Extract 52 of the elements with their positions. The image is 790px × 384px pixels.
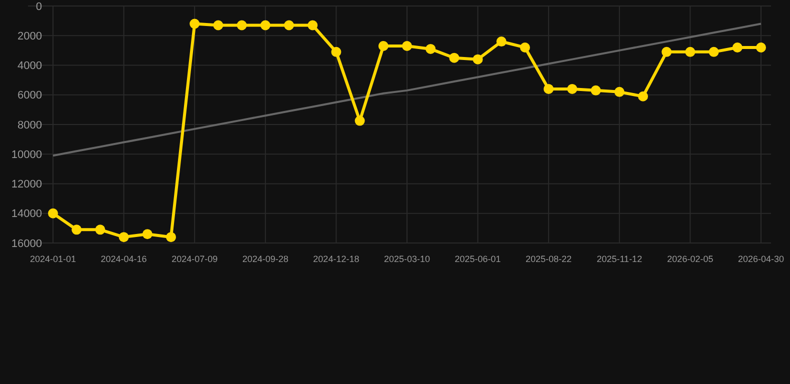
point	[590, 85, 601, 96]
x-tick-label: 2024-09-28	[242, 254, 288, 264]
y-tick-label: 16000	[11, 238, 42, 250]
point	[378, 40, 388, 51]
point	[708, 46, 719, 57]
y-tick-label: 2000	[18, 30, 42, 42]
point	[685, 46, 696, 57]
point	[72, 224, 82, 235]
point	[236, 20, 247, 30]
point	[662, 46, 672, 57]
point	[567, 84, 578, 94]
x-tick-label: 2026-02-05	[667, 254, 714, 264]
point	[520, 42, 530, 52]
y-tick-label: 0	[36, 0, 42, 13]
point	[614, 86, 624, 97]
point	[166, 232, 176, 242]
x-tick-label: 2025-06-01	[454, 254, 501, 264]
point	[638, 91, 648, 102]
y-tick-label: 12000	[11, 178, 42, 191]
y-tick-label: 14000	[11, 208, 42, 220]
x-tick-label: 2025-03-10	[384, 254, 430, 264]
x-tick-label: 2026-04-30	[738, 254, 784, 264]
x-tick-label: 2024-04-16	[100, 254, 147, 264]
x-tick-label: 2024-01-01	[30, 254, 76, 264]
point	[449, 52, 460, 63]
line-series	[52, 22, 762, 157]
y-tick-label: 10000	[11, 148, 42, 161]
point	[308, 20, 318, 30]
y-tick-label: 4000	[18, 60, 42, 72]
point	[213, 20, 224, 30]
point	[732, 42, 742, 52]
y-tick-label: 8000	[18, 119, 42, 132]
point	[354, 116, 365, 126]
point	[260, 20, 270, 30]
x-tick-label: 2025-08-22	[526, 254, 572, 264]
point	[402, 40, 412, 51]
point	[118, 232, 129, 242]
point	[756, 42, 766, 52]
point	[472, 54, 483, 64]
point	[142, 229, 152, 240]
point	[496, 36, 506, 47]
point	[48, 208, 58, 218]
point	[190, 18, 200, 29]
point	[331, 46, 342, 57]
x-tick-label: 2024-12-18	[313, 254, 360, 264]
point	[284, 20, 294, 30]
x-tick-label: 2025-11-12	[596, 254, 642, 264]
x-tick-label: 2024-07-09	[172, 254, 218, 264]
point	[426, 44, 436, 54]
y-tick-label: 6000	[18, 90, 42, 102]
point	[95, 224, 106, 235]
point	[544, 84, 554, 94]
